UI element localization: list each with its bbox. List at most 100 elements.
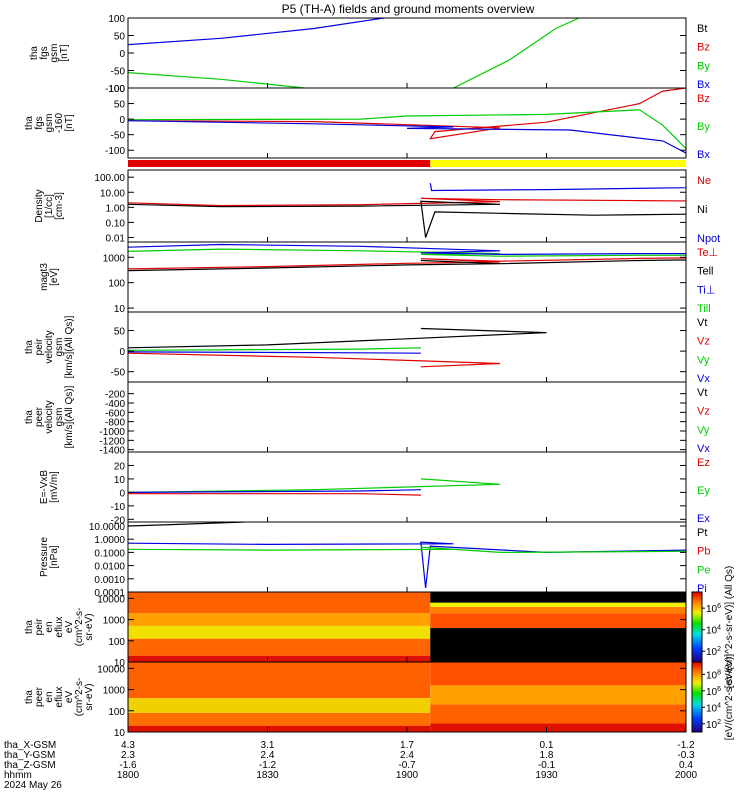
y-label-line: gsm: [54, 408, 65, 427]
panel-frame: [127, 17, 687, 89]
status-segment: [128, 160, 431, 167]
y-tick-label: -10: [111, 502, 126, 513]
legend-entry: By: [697, 121, 710, 133]
y-tick-label: 100: [108, 279, 125, 290]
legend: Te⊥ Tell Ti⊥ Till: [697, 247, 718, 315]
legend: Vt Vz Vy Vx: [697, 317, 710, 385]
colorbar-tick-label: 102: [706, 719, 721, 731]
y-axis: 100 50 0 -50 -100: [105, 84, 687, 158]
y-label-line: [nT]: [64, 114, 75, 131]
y-label-line: [nPa]: [49, 545, 60, 569]
y-tick-label: -1000: [99, 427, 125, 438]
y-axis-label: tha peer velocity gsm [km/s](All Qs)]: [24, 385, 75, 448]
y-tick-label: 50: [114, 327, 126, 338]
x-row-label: tha_Y-GSM: [4, 750, 55, 761]
spectrogram-cell: [733, 592, 750, 654]
y-tick-label: 0.01: [106, 233, 126, 244]
y-tick-label: 10000: [97, 664, 125, 675]
spectrogram: [128, 662, 750, 732]
spectrogram-cell: [128, 625, 431, 639]
legend-entry: Vz: [697, 336, 710, 348]
y-tick-label: -100: [105, 146, 125, 157]
legend-entry: Till: [697, 303, 711, 315]
y-tick-label: 100: [108, 84, 125, 95]
colorbar-tick-label: 106: [706, 686, 721, 698]
y-tick-label: 100.00: [94, 173, 125, 184]
legend-entry: Bz: [697, 93, 710, 105]
y-tick-label: 0: [119, 347, 125, 358]
y-tick-label: 10: [114, 304, 126, 315]
y-tick-label: 0.0010: [94, 575, 125, 586]
legend-entry: Vx: [697, 373, 710, 385]
panel-peir_velocity: Vt Vz Vy Vx 50 0 -50 tha peir velocity gsm [km/s](A…: [24, 311, 710, 385]
x-tick-value: 1930: [535, 770, 558, 781]
legend-entry: Bz: [697, 42, 710, 54]
y-label-line: fgs: [39, 46, 50, 59]
legend-entry: Pi: [697, 583, 707, 595]
colorbar-rect: [691, 591, 703, 663]
x-axis-labels: tha_X-GSM 4.3 3.1 1.7 0.1 -1.2 tha_Y-GSM 2.3 2.4…: [4, 740, 698, 791]
y-label-line: peir: [34, 618, 45, 635]
legend: Ne Ni Npot: [697, 175, 720, 245]
x-row-label: hhmm: [4, 770, 32, 781]
legend: Bz By Bx: [697, 93, 710, 161]
y-axis: 100 50 0 -50 -100: [105, 14, 687, 95]
series-Bx: [128, 120, 686, 154]
y-label-line: eflux: [54, 616, 65, 637]
y-tick-label: 10: [114, 658, 126, 669]
panel-frame: [127, 241, 687, 313]
x-tick-value: 1830: [256, 770, 279, 781]
spectrogram-cell: [733, 721, 750, 732]
y-label-line: tha: [24, 340, 35, 354]
colorbar-rect: [691, 661, 703, 733]
series-group: [128, 183, 686, 238]
y-label-line: [eV]: [49, 268, 60, 286]
series-Ez: [128, 493, 421, 496]
y-label-line: tha: [29, 46, 40, 60]
series-group: [128, 243, 686, 308]
panel-efield: Ez Ey Ex 20 10 0 -10 -20 E=-VxB [mV/m]: [39, 451, 710, 526]
legend-entry: Ti⊥: [697, 284, 715, 296]
legend-entry: Npot: [697, 233, 720, 245]
y-label-line: -160: [54, 113, 65, 133]
legend-entry: Pt: [697, 527, 707, 539]
spectrogram-cell: [430, 628, 686, 662]
legend-entry: Tell: [697, 266, 714, 278]
spectrogram-cell: [128, 613, 431, 626]
y-label-line: sr-eV): [84, 613, 95, 640]
x-tick-value: -0.3: [677, 750, 695, 761]
colorbar-tick-label: 102: [706, 646, 721, 658]
figure-title: P5 (TH-A) fields and ground moments over…: [282, 2, 535, 16]
y-axis-label: tha fgs gsm [nT]: [29, 44, 70, 63]
y-axis: 1000 100 10: [103, 253, 687, 315]
legend-entry: Bx: [697, 79, 710, 91]
series-Vx: [128, 351, 421, 354]
panel-pressure: Pt Pb Pe Pi 10.0000 1.0000 0.1000 0.0100 0.0010 0…: [39, 521, 710, 599]
y-tick-label: 0.0100: [94, 562, 125, 573]
y-tick-label: 10.00: [100, 188, 125, 199]
legend-entry: Vy: [697, 354, 710, 366]
y-tick-label: 100: [108, 707, 125, 718]
y-label-line: Pressure: [39, 537, 50, 577]
y-tick-label: 100: [108, 637, 125, 648]
y-axis-label: Density [1/cc] [cm-3]: [34, 189, 65, 222]
y-tick-label: -1400: [99, 446, 125, 457]
y-axis: 10000 1000 100 10: [97, 664, 687, 739]
legend-entry: Ey: [697, 485, 710, 497]
panel-frame: [127, 521, 687, 593]
series-group: [128, 478, 501, 496]
y-tick-label: 1000: [103, 686, 126, 697]
series-Vy: [128, 347, 421, 351]
y-label-line: [1/cc]: [44, 194, 55, 218]
panel-frame: [127, 311, 687, 383]
x-tick-value: -1.2: [259, 760, 277, 771]
y-tick-label: -20: [111, 515, 126, 526]
status-segment: [430, 160, 686, 167]
y-label-line: [nT]: [59, 44, 70, 61]
spectrogram-cell: [430, 606, 686, 614]
y-tick-label: 1.0000: [94, 535, 125, 546]
y-axis-label: tha peer en eflux eV (cm^2-s-sr-eV): [24, 678, 95, 717]
x-tick-value: 1.7: [400, 740, 414, 751]
y-label-line: gsm: [44, 114, 55, 133]
legend-entry: Vt: [697, 387, 707, 399]
